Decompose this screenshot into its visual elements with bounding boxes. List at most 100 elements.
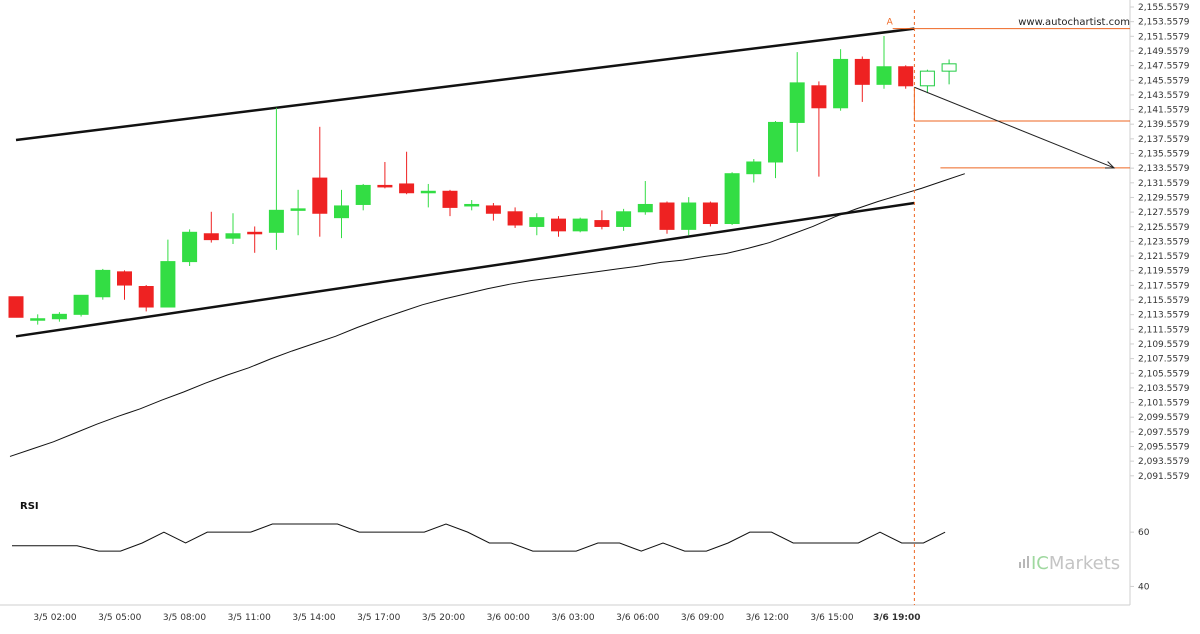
price-tick-label: 2,093.5579 <box>1138 457 1190 467</box>
candle-body <box>290 208 306 211</box>
candle-body <box>919 70 935 87</box>
candle-down <box>399 151 415 195</box>
candle-down <box>551 216 566 237</box>
forecast-arrow-line <box>914 86 1115 169</box>
price-tick-label: 2,141.5579 <box>1138 106 1190 116</box>
candle-up <box>681 197 697 236</box>
price-tick-label: 2,135.5579 <box>1138 150 1190 160</box>
price-tick-label: 2,091.5579 <box>1138 472 1190 482</box>
breakout-marker: A <box>887 18 894 28</box>
forecast-arrowhead <box>1105 161 1116 169</box>
price-tick-label: 2,109.5579 <box>1138 340 1190 350</box>
time-tick-label-current: 3/6 19:00 <box>873 613 921 623</box>
candle-down <box>8 296 24 318</box>
watermark-text: www.autochartist.com <box>1018 17 1130 28</box>
candle-body <box>616 211 632 227</box>
candle-down <box>507 207 523 228</box>
time-tick-label: 3/5 17:00 <box>357 613 401 623</box>
price-tick-label: 2,121.5579 <box>1138 252 1190 262</box>
candle-body <box>117 271 132 286</box>
candle-body <box>203 233 219 241</box>
candle-up <box>833 49 849 111</box>
candle-down <box>203 211 219 243</box>
candle-body <box>941 63 957 72</box>
candle-up <box>746 159 762 183</box>
channel-upper-line <box>15 27 915 142</box>
candle-body <box>659 202 675 230</box>
time-tick-label: 3/5 02:00 <box>33 613 77 623</box>
axes: 2,155.5579 2,153.5579 2,151.5579 2,149.5579… <box>33 3 1189 623</box>
price-tick-label: 2,127.5579 <box>1138 208 1190 218</box>
candle-down <box>377 161 393 189</box>
candle-body <box>854 58 870 85</box>
candle-body <box>442 190 458 208</box>
time-tick-label: 3/5 08:00 <box>163 613 207 623</box>
price-tick-label: 2,133.5579 <box>1138 164 1190 174</box>
rsi-tick-label: 60 <box>1138 528 1150 538</box>
price-tick-label: 2,097.5579 <box>1138 428 1190 438</box>
candle-body <box>312 177 328 214</box>
forecast-candle <box>919 69 935 94</box>
candle-body <box>377 184 393 188</box>
candle-body <box>95 269 111 298</box>
candle-body <box>182 231 198 263</box>
candle-body <box>681 202 697 230</box>
candle-body <box>746 161 762 175</box>
candle-body <box>551 218 566 232</box>
candle-body <box>73 294 89 315</box>
candle-body <box>724 173 740 225</box>
candle-up <box>334 189 349 239</box>
price-tick-label: 2,113.5579 <box>1138 311 1190 321</box>
price-tick-label: 2,117.5579 <box>1138 281 1190 291</box>
candle-down <box>485 203 501 221</box>
candle-down <box>117 270 132 300</box>
time-tick-label: 3/5 05:00 <box>98 613 142 623</box>
rsi-label: RSI <box>20 501 39 512</box>
candle-body <box>811 85 827 109</box>
candle-up <box>876 35 892 89</box>
candle-up <box>464 200 480 211</box>
candle-body <box>702 202 718 225</box>
candle-body <box>8 296 24 318</box>
price-tick-label: 2,143.5579 <box>1138 91 1190 101</box>
price-tick-label: 2,131.5579 <box>1138 179 1190 189</box>
candle-body <box>420 190 436 194</box>
time-tick-label: 3/5 20:00 <box>422 613 466 623</box>
candle-down <box>811 81 827 177</box>
candle-body <box>51 313 67 320</box>
candle-up <box>724 172 740 225</box>
candle-up <box>95 268 111 300</box>
candle-up <box>268 107 284 250</box>
candle-down <box>594 210 610 230</box>
candle-down <box>312 126 328 237</box>
candle-body <box>572 218 588 232</box>
price-tick-label: 2,099.5579 <box>1138 413 1190 423</box>
candle-body <box>594 220 610 227</box>
candle-body <box>529 217 545 227</box>
candle-down <box>247 226 263 253</box>
price-tick-label: 2,155.5579 <box>1138 3 1190 13</box>
candle-down <box>854 56 870 102</box>
candle-body <box>464 203 480 207</box>
price-tick-label: 2,111.5579 <box>1138 325 1190 335</box>
channel-lower-line <box>15 201 915 338</box>
candle-body <box>833 58 849 109</box>
time-tick-label: 3/6 12:00 <box>746 613 790 623</box>
candle-down <box>702 201 718 227</box>
candle-up <box>637 181 653 215</box>
price-tick-label: 2,147.5579 <box>1138 62 1190 72</box>
chart-frame <box>0 0 1131 606</box>
time-tick-label: 3/5 14:00 <box>292 613 336 623</box>
price-tick-label: 2,153.5579 <box>1138 18 1190 28</box>
price-tick-label: 2,101.5579 <box>1138 399 1190 409</box>
candle-body <box>160 261 176 308</box>
candle-body <box>247 231 263 235</box>
candle-body <box>637 203 653 213</box>
time-tick-label: 3/6 03:00 <box>551 613 595 623</box>
candle-body <box>789 82 805 123</box>
candle-up <box>51 312 67 322</box>
candle-up <box>160 239 176 308</box>
candle-up <box>182 229 198 266</box>
